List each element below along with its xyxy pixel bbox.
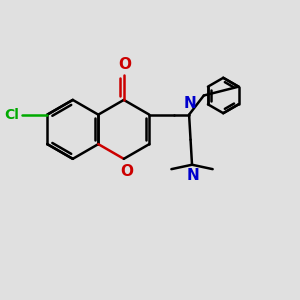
Text: O: O [118, 57, 131, 72]
Text: O: O [120, 164, 133, 179]
Text: N: N [186, 168, 199, 183]
Text: Cl: Cl [4, 108, 19, 122]
Text: N: N [183, 96, 196, 111]
